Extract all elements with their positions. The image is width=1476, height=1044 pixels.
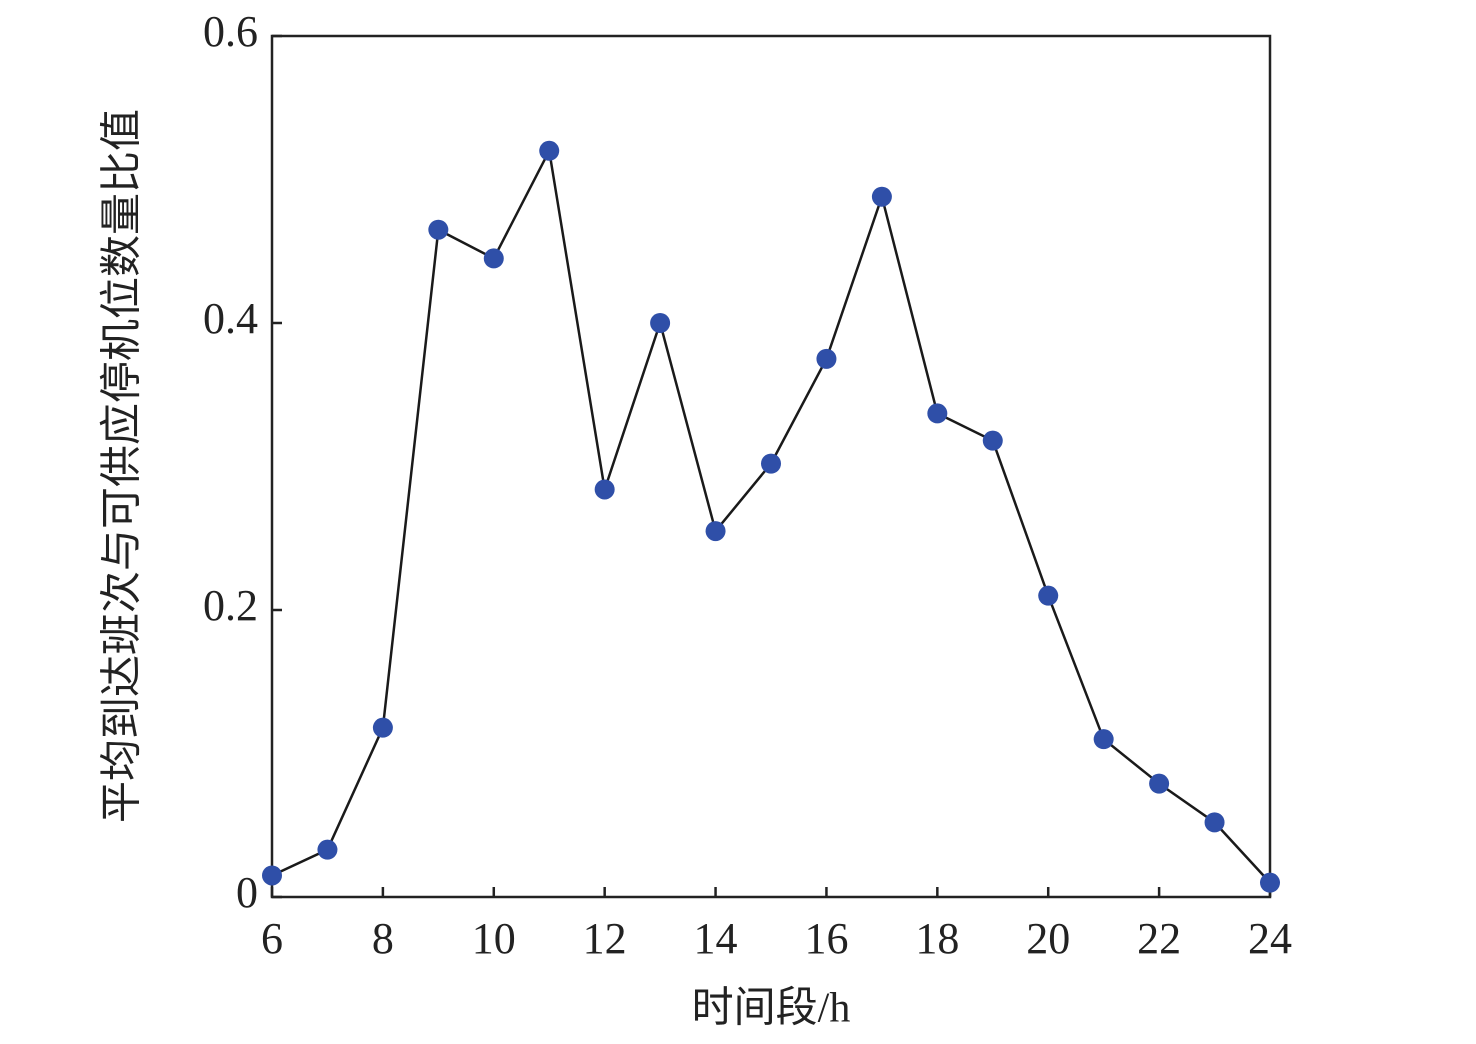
y-axis-title: 平均到达班次与可供应停机位数量比值 (99, 109, 146, 823)
x-tick-label: 14 (694, 914, 738, 963)
x-tick-label: 8 (372, 914, 394, 963)
line-path (271, 146, 1271, 884)
x-tick-label: 18 (915, 914, 959, 963)
y-tick-label: 0.4 (203, 294, 258, 343)
x-tick-label: 16 (804, 914, 848, 963)
x-tick-label: 24 (1248, 914, 1292, 963)
data-point (1204, 812, 1225, 833)
data-point (372, 717, 393, 738)
data-point (927, 403, 948, 424)
x-tick-label: 12 (583, 914, 627, 963)
data-point (1260, 872, 1280, 893)
data-point (816, 348, 837, 369)
y-tick-label: 0 (236, 868, 258, 917)
data-point (317, 839, 338, 860)
data-point (1093, 729, 1114, 750)
x-tick-label: 10 (472, 914, 516, 963)
data-point (428, 219, 449, 240)
data-point (705, 521, 726, 542)
y-tick-label: 0.6 (203, 7, 258, 56)
data-point (1038, 585, 1059, 606)
x-tick-label: 22 (1137, 914, 1181, 963)
x-axis-title: 时间段/h (692, 986, 851, 1032)
data-point (650, 313, 671, 333)
data-point (539, 140, 560, 161)
data-point (1149, 773, 1170, 794)
y-tick-label: 0.2 (203, 581, 258, 630)
plot-frame (270, 34, 1272, 899)
data-point (594, 479, 615, 500)
data-point (262, 865, 282, 886)
x-tick-label: 20 (1026, 914, 1070, 963)
x-tick-label: 6 (261, 914, 283, 963)
data-point (483, 248, 504, 269)
data-point (761, 453, 781, 474)
data-point (982, 430, 1003, 451)
data-point (871, 186, 892, 207)
